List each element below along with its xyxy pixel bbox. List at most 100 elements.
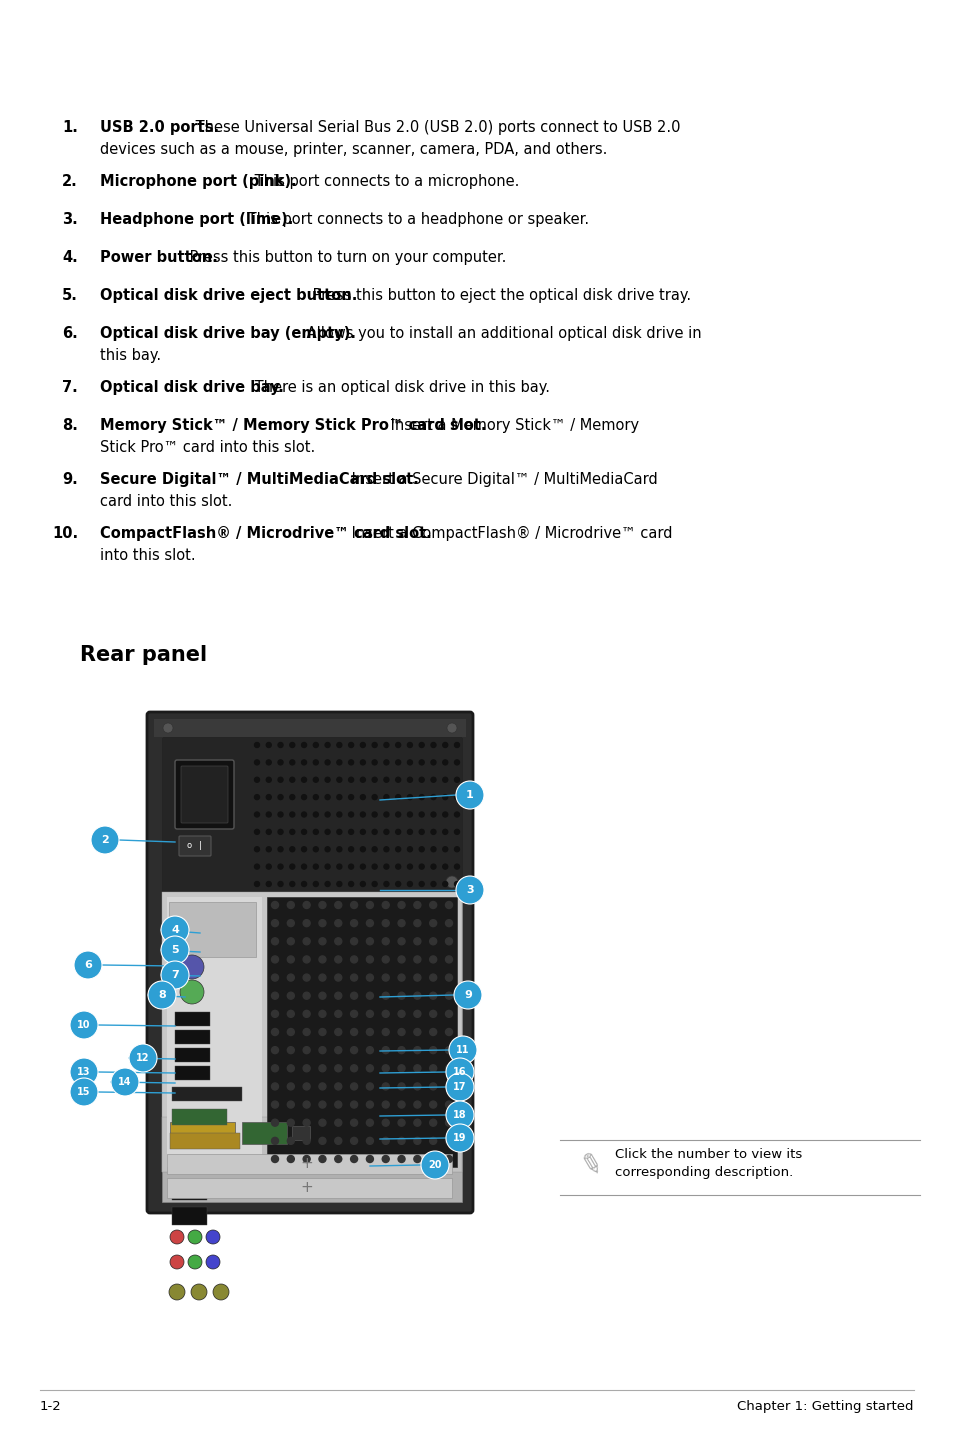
Circle shape [313,759,318,765]
Circle shape [318,1028,326,1035]
Circle shape [414,974,420,981]
Circle shape [301,795,306,800]
Text: Allows you to install an additional optical disk drive in: Allows you to install an additional opti… [301,326,700,341]
Circle shape [382,974,389,981]
Text: this bay.: this bay. [100,348,161,362]
Circle shape [303,956,310,963]
Circle shape [287,1137,294,1145]
Circle shape [303,902,310,909]
Circle shape [170,1229,184,1244]
Circle shape [429,1119,436,1126]
Text: |: | [198,841,201,850]
Circle shape [272,1011,278,1017]
Text: 14: 14 [118,1077,132,1087]
Text: 5.: 5. [62,288,78,303]
Circle shape [350,902,357,909]
Circle shape [180,981,204,1004]
Circle shape [395,864,400,869]
FancyBboxPatch shape [162,738,461,1202]
Circle shape [429,1047,436,1054]
FancyBboxPatch shape [174,1066,210,1080]
Circle shape [360,812,365,817]
Text: 6.: 6. [62,326,78,341]
Text: 7.: 7. [62,380,78,395]
Circle shape [318,902,326,909]
Circle shape [287,1102,294,1109]
Circle shape [407,795,412,800]
Circle shape [348,812,354,817]
Circle shape [397,920,405,926]
Circle shape [407,881,412,886]
Circle shape [445,1083,452,1090]
Circle shape [325,742,330,748]
Circle shape [290,830,294,834]
Circle shape [366,1137,373,1145]
Text: ✎: ✎ [575,1150,604,1183]
Circle shape [290,778,294,782]
Circle shape [254,742,259,748]
Circle shape [418,795,424,800]
Text: Power button.: Power button. [100,250,217,265]
Circle shape [382,1047,389,1054]
Circle shape [383,864,389,869]
Circle shape [313,864,318,869]
Circle shape [454,742,459,748]
Circle shape [418,742,424,748]
Circle shape [266,812,271,817]
Circle shape [335,974,341,981]
Circle shape [372,812,376,817]
Circle shape [395,812,400,817]
Circle shape [350,1156,357,1162]
Circle shape [335,1064,341,1071]
Circle shape [454,830,459,834]
FancyBboxPatch shape [167,1178,452,1198]
Circle shape [407,864,412,869]
Circle shape [397,1047,405,1054]
Circle shape [397,1102,405,1109]
Circle shape [429,1102,436,1109]
Circle shape [372,795,376,800]
Circle shape [350,1064,357,1071]
Text: 12: 12 [136,1053,150,1063]
Circle shape [336,778,341,782]
Circle shape [442,759,447,765]
Circle shape [383,830,389,834]
Circle shape [431,847,436,851]
Circle shape [431,742,436,748]
Circle shape [407,847,412,851]
Circle shape [318,974,326,981]
Circle shape [254,864,259,869]
Circle shape [372,830,376,834]
Circle shape [395,830,400,834]
Circle shape [272,974,278,981]
Text: Secure Digital™ / MultiMediaCard slot.: Secure Digital™ / MultiMediaCard slot. [100,472,418,487]
Circle shape [348,847,354,851]
Circle shape [407,778,412,782]
Circle shape [446,1073,474,1102]
Circle shape [91,825,119,854]
Circle shape [382,1137,389,1145]
Circle shape [70,1078,98,1106]
Circle shape [429,902,436,909]
Circle shape [360,864,365,869]
Circle shape [313,778,318,782]
Text: This port connects to a microphone.: This port connects to a microphone. [250,174,518,188]
Circle shape [290,812,294,817]
Circle shape [325,778,330,782]
FancyBboxPatch shape [170,1133,240,1149]
FancyBboxPatch shape [170,1122,234,1145]
Circle shape [272,992,278,999]
Circle shape [407,830,412,834]
Circle shape [382,902,389,909]
Text: +: + [300,1156,313,1172]
Text: 6: 6 [84,961,91,971]
Circle shape [290,881,294,886]
Circle shape [254,759,259,765]
Circle shape [272,956,278,963]
Text: CompactFlash® / Microdrive™ card slot.: CompactFlash® / Microdrive™ card slot. [100,526,432,541]
Circle shape [431,759,436,765]
Circle shape [180,955,204,979]
FancyBboxPatch shape [181,766,228,823]
Circle shape [161,961,189,989]
Circle shape [301,830,306,834]
